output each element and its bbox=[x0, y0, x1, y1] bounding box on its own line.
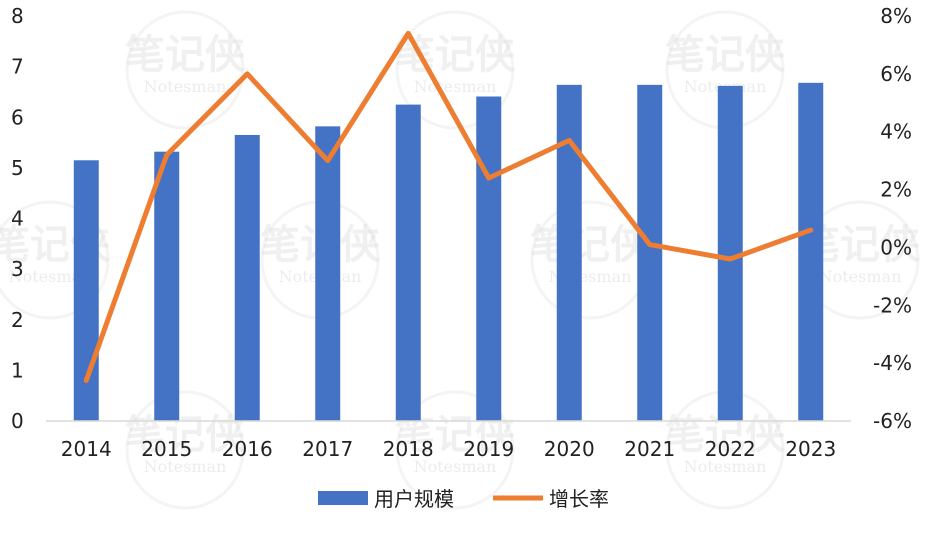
bar-2020 bbox=[556, 84, 582, 421]
x-tick-label: 2018 bbox=[383, 437, 434, 461]
x-tick-label: 2020 bbox=[544, 437, 595, 461]
y-right-tick-label: 6% bbox=[880, 62, 912, 86]
x-axis-tick-labels: 2014 2015 2016 2017 2018 2019 2020 2021 2022 2023 bbox=[61, 437, 836, 461]
line-series-growth-rate bbox=[83, 30, 814, 383]
watermark-subtext: Notesman bbox=[414, 77, 497, 96]
y-left-tick-label: 0 bbox=[11, 409, 24, 433]
watermark-subtext: Notesman bbox=[819, 267, 902, 286]
y-left-tick-label: 2 bbox=[11, 308, 24, 332]
y-left-tick-label: 4 bbox=[11, 207, 24, 231]
watermark-text: 笔记侠 bbox=[125, 412, 246, 458]
x-tick-label: 2015 bbox=[141, 437, 192, 461]
x-tick-label: 2016 bbox=[222, 437, 273, 461]
x-tick-label: 2014 bbox=[61, 437, 112, 461]
y-right-tick-label: 8% bbox=[880, 4, 912, 28]
legend-bar-swatch bbox=[318, 491, 368, 505]
legend: 用户规模 增长率 bbox=[318, 487, 609, 511]
y-left-tick-label: 6 bbox=[11, 105, 24, 129]
y-right-tick-label: -2% bbox=[873, 293, 912, 317]
y-axis-right-tick-labels: -6% -4% -2% 0% 2% 4% 6% 8% bbox=[873, 4, 912, 433]
y-right-tick-label: -6% bbox=[873, 409, 912, 433]
watermark-circle bbox=[125, 10, 245, 130]
watermark-subtext: Notesman bbox=[9, 267, 92, 286]
watermark-subtext: Notesman bbox=[144, 77, 227, 96]
watermark-circle bbox=[0, 200, 110, 320]
y-left-tick-label: 1 bbox=[11, 358, 24, 382]
bar-2017 bbox=[315, 126, 341, 422]
y-right-tick-label: 0% bbox=[880, 235, 912, 259]
y-right-tick-label: 4% bbox=[880, 120, 912, 144]
y-axis-left-tick-labels: 0 1 2 3 4 5 6 7 8 bbox=[11, 4, 24, 433]
bar-2019 bbox=[476, 96, 502, 422]
watermark-layer: 笔记侠Notesman笔记侠Notesman笔记侠Notesman笔记侠Note… bbox=[0, 10, 921, 510]
y-left-tick-label: 3 bbox=[11, 257, 24, 281]
bar-2021 bbox=[637, 84, 663, 421]
legend-bar-label: 用户规模 bbox=[374, 487, 454, 511]
y-left-tick-label: 8 bbox=[11, 4, 24, 28]
watermark-text: 笔记侠 bbox=[395, 32, 516, 78]
watermark-circle bbox=[395, 10, 515, 130]
growth-rate-line bbox=[83, 30, 814, 383]
x-tick-label: 2017 bbox=[302, 437, 353, 461]
watermark-text: 笔记侠 bbox=[125, 32, 246, 78]
watermark-text: 笔记侠 bbox=[530, 222, 651, 268]
y-right-tick-label: 2% bbox=[880, 178, 912, 202]
y-left-tick-label: 7 bbox=[11, 55, 24, 79]
x-tick-label: 2022 bbox=[705, 437, 756, 461]
x-tick-label: 2023 bbox=[785, 437, 836, 461]
y-right-tick-label: -4% bbox=[873, 351, 912, 375]
bar-2015 bbox=[154, 151, 180, 422]
watermark-text: 笔记侠 bbox=[665, 32, 786, 78]
bar-2018 bbox=[395, 104, 421, 421]
y-left-tick-label: 5 bbox=[11, 156, 24, 180]
bar-2016 bbox=[234, 134, 260, 421]
watermark-circle bbox=[125, 390, 245, 510]
x-tick-label: 2021 bbox=[624, 437, 675, 461]
watermark-subtext: Notesman bbox=[684, 457, 767, 476]
watermark-subtext: Notesman bbox=[144, 457, 227, 476]
watermark-circle bbox=[395, 390, 515, 510]
bar-2023 bbox=[798, 82, 824, 421]
watermark-subtext: Notesman bbox=[414, 457, 497, 476]
x-tick-label: 2019 bbox=[463, 437, 514, 461]
bar-series-user-scale bbox=[73, 82, 824, 422]
legend-line-label: 增长率 bbox=[549, 487, 609, 511]
